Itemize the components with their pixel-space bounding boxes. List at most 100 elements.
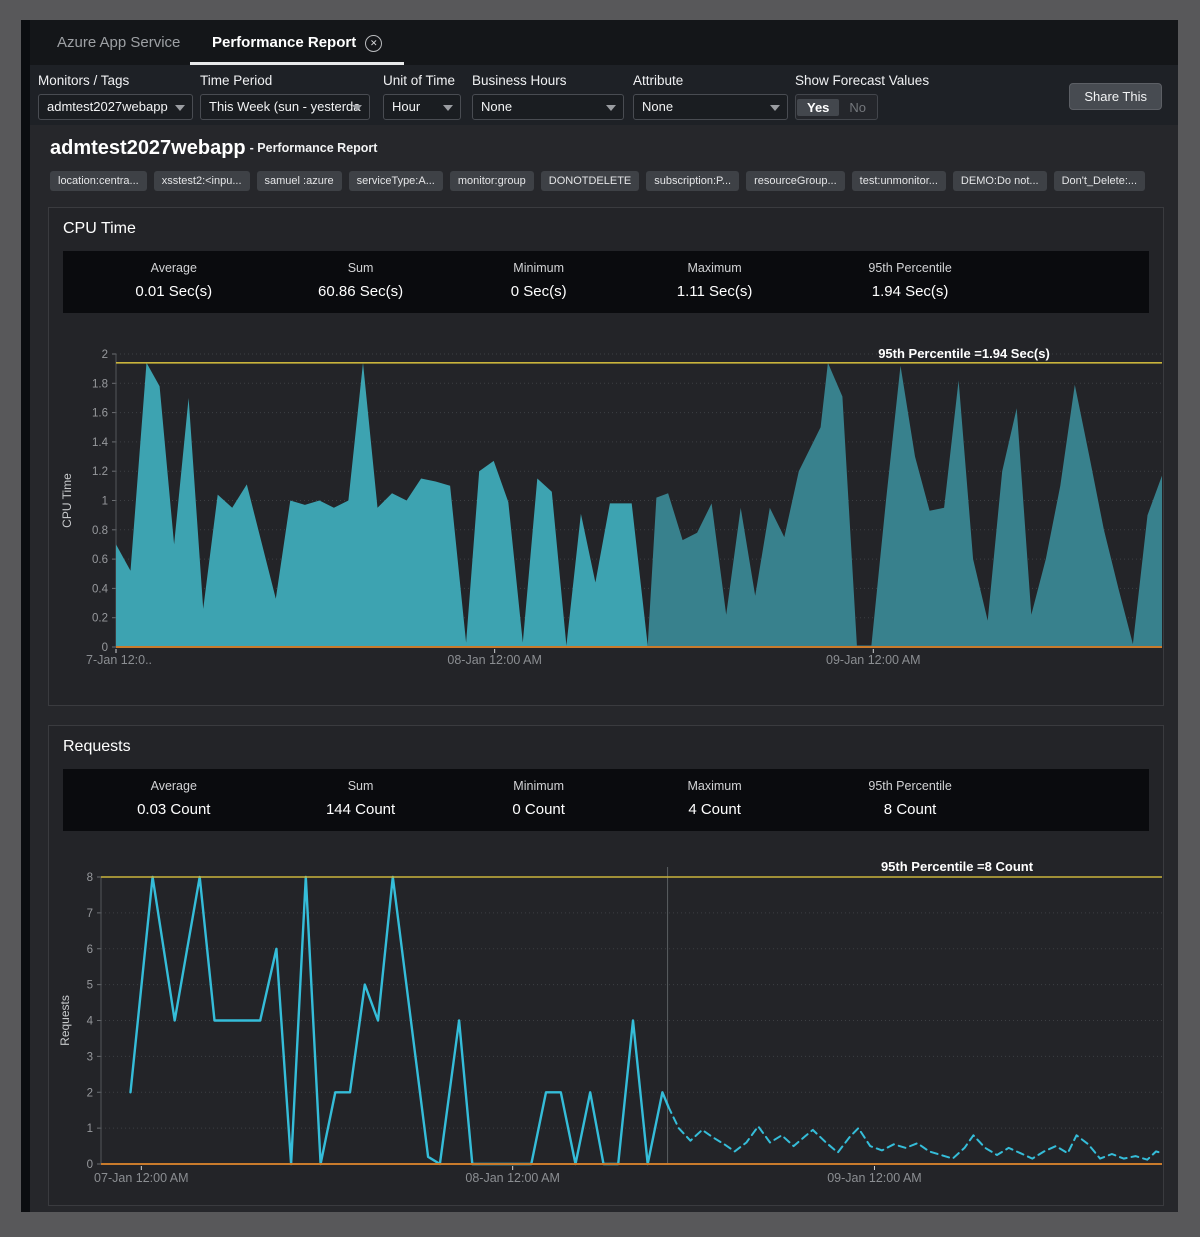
svg-text:4: 4	[87, 1016, 94, 1028]
tag-chip[interactable]: Don't_Delete:...	[1054, 171, 1145, 191]
monitor-name: admtest2027webapp	[50, 137, 246, 159]
svg-text:7-Jan 12:0..: 7-Jan 12:0..	[86, 653, 152, 667]
show-forecast-field: Show Forecast Values Yes No	[795, 73, 929, 120]
chevron-down-icon	[770, 105, 780, 111]
unit-of-time-field: Unit of Time Hour	[383, 73, 461, 120]
cpu-section-title: CPU Time	[63, 220, 136, 238]
tag-chip[interactable]: serviceType:A...	[349, 171, 443, 191]
tab-performance-report-label: Performance Report	[212, 34, 356, 51]
tag-chip[interactable]: samuel :azure	[257, 171, 342, 191]
svg-text:6: 6	[87, 944, 93, 956]
svg-text:1.2: 1.2	[92, 466, 108, 478]
svg-text:CPU Time: CPU Time	[60, 473, 74, 528]
report-type-subtitle: - Performance Report	[250, 141, 378, 155]
attribute-field: Attribute None	[633, 73, 788, 120]
svg-text:1: 1	[87, 1123, 93, 1135]
tag-chip[interactable]: test:unmonitor...	[852, 171, 946, 191]
requests-stats-bar: Average0.03 Count Sum144 Count Minimum0 …	[63, 769, 1149, 831]
svg-text:1.6: 1.6	[92, 408, 108, 420]
requests-stat-minimum: Minimum0 Count	[512, 779, 565, 818]
tag-chip[interactable]: monitor:group	[450, 171, 534, 191]
business-hours-dropdown[interactable]: None	[472, 94, 624, 120]
tag-chip[interactable]: xsstest2:<inpu...	[154, 171, 250, 191]
svg-text:95th Percentile =8 Count: 95th Percentile =8 Count	[881, 859, 1034, 874]
svg-text:1.4: 1.4	[92, 437, 109, 449]
attribute-label: Attribute	[633, 73, 788, 88]
filter-bar: Monitors / Tags admtest2027webapp Time P…	[30, 65, 1178, 125]
svg-text:3: 3	[87, 1051, 93, 1063]
attribute-dropdown[interactable]: None	[633, 94, 788, 120]
svg-text:2: 2	[102, 349, 108, 361]
tag-chip[interactable]: location:centra...	[50, 171, 147, 191]
cpu-stat-95th: 95th Percentile1.94 Sec(s)	[868, 261, 951, 300]
svg-text:1: 1	[102, 496, 108, 508]
svg-text:2: 2	[87, 1087, 93, 1099]
tab-bar: Azure App Service Performance Report ✕	[30, 20, 1178, 65]
app-window: Azure App Service Performance Report ✕ Mo…	[21, 20, 1178, 1212]
requests-chart: 012345678Requests95th Percentile =8 Coun…	[49, 854, 1163, 1198]
chevron-down-icon	[175, 105, 185, 111]
page-title: admtest2027webapp - Performance Report	[50, 137, 377, 160]
requests-section: Requests Average0.03 Count Sum144 Count …	[48, 725, 1164, 1206]
chevron-down-icon	[606, 105, 616, 111]
cpu-time-section: CPU Time Average0.01 Sec(s) Sum60.86 Sec…	[48, 207, 1164, 706]
unit-of-time-value: Hour	[392, 99, 420, 114]
business-hours-value: None	[481, 99, 512, 114]
svg-text:0.4: 0.4	[92, 583, 109, 595]
svg-text:0: 0	[87, 1159, 93, 1171]
tag-chip[interactable]: DEMO:Do not...	[953, 171, 1047, 191]
share-this-button[interactable]: Share This	[1069, 83, 1162, 110]
requests-stat-95th: 95th Percentile8 Count	[868, 779, 951, 818]
tab-performance-report[interactable]: Performance Report ✕	[190, 20, 404, 65]
time-period-field: Time Period This Week (sun - yesterda	[200, 73, 370, 120]
svg-text:Requests: Requests	[58, 995, 72, 1046]
svg-text:07-Jan 12:00 AM: 07-Jan 12:00 AM	[94, 1171, 189, 1185]
monitors-tags-field: Monitors / Tags admtest2027webapp	[38, 73, 193, 120]
unit-of-time-label: Unit of Time	[383, 73, 461, 88]
tag-chip[interactable]: resourceGroup...	[746, 171, 845, 191]
svg-text:1.8: 1.8	[92, 378, 108, 390]
left-edge-strip	[21, 20, 30, 1212]
requests-stat-average: Average0.03 Count	[137, 779, 210, 818]
unit-of-time-dropdown[interactable]: Hour	[383, 94, 461, 120]
chevron-down-icon	[443, 105, 453, 111]
close-tab-icon[interactable]: ✕	[365, 35, 382, 52]
cpu-stat-maximum: Maximum1.11 Sec(s)	[677, 261, 753, 300]
attribute-value: None	[642, 99, 673, 114]
svg-text:09-Jan 12:00 AM: 09-Jan 12:00 AM	[827, 1171, 922, 1185]
svg-text:8: 8	[87, 872, 93, 884]
tag-chip[interactable]: subscription:P...	[646, 171, 739, 191]
forecast-toggle: Yes No	[795, 94, 878, 120]
svg-text:0.8: 0.8	[92, 525, 108, 537]
chevron-down-icon	[352, 105, 362, 111]
forecast-yes-option[interactable]: Yes	[797, 99, 839, 116]
tags-row: location:centra... xsstest2:<inpu... sam…	[50, 171, 1145, 191]
svg-text:08-Jan 12:00 AM: 08-Jan 12:00 AM	[465, 1171, 560, 1185]
show-forecast-label: Show Forecast Values	[795, 73, 929, 88]
requests-stat-sum: Sum144 Count	[326, 779, 395, 818]
business-hours-field: Business Hours None	[472, 73, 624, 120]
svg-text:0.2: 0.2	[92, 613, 108, 625]
svg-text:09-Jan 12:00 AM: 09-Jan 12:00 AM	[826, 653, 921, 667]
time-period-value: This Week (sun - yesterda	[209, 99, 360, 114]
cpu-stats-bar: Average0.01 Sec(s) Sum60.86 Sec(s) Minim…	[63, 251, 1149, 313]
cpu-stat-minimum: Minimum0 Sec(s)	[511, 261, 567, 300]
screenshot-canvas: { "tabs": { "inactive": "Azure App Servi…	[0, 0, 1200, 1237]
monitors-tags-dropdown[interactable]: admtest2027webapp	[38, 94, 193, 120]
svg-text:7: 7	[87, 908, 93, 920]
monitors-tags-value: admtest2027webapp	[47, 99, 168, 114]
cpu-stat-average: Average0.01 Sec(s)	[135, 261, 212, 300]
business-hours-label: Business Hours	[472, 73, 624, 88]
tab-azure-app-service[interactable]: Azure App Service	[57, 20, 180, 62]
svg-text:08-Jan 12:00 AM: 08-Jan 12:00 AM	[447, 653, 542, 667]
tag-chip[interactable]: DONOTDELETE	[541, 171, 640, 191]
requests-stat-maximum: Maximum4 Count	[688, 779, 742, 818]
cpu-time-chart: 00.20.40.60.811.21.41.61.82CPU Time95th …	[49, 330, 1163, 702]
forecast-no-option[interactable]: No	[839, 99, 876, 116]
monitors-tags-label: Monitors / Tags	[38, 73, 193, 88]
report-content: admtest2027webapp - Performance Report lo…	[30, 125, 1178, 1212]
time-period-label: Time Period	[200, 73, 370, 88]
cpu-stat-sum: Sum60.86 Sec(s)	[318, 261, 403, 300]
time-period-dropdown[interactable]: This Week (sun - yesterda	[200, 94, 370, 120]
requests-section-title: Requests	[63, 738, 131, 756]
